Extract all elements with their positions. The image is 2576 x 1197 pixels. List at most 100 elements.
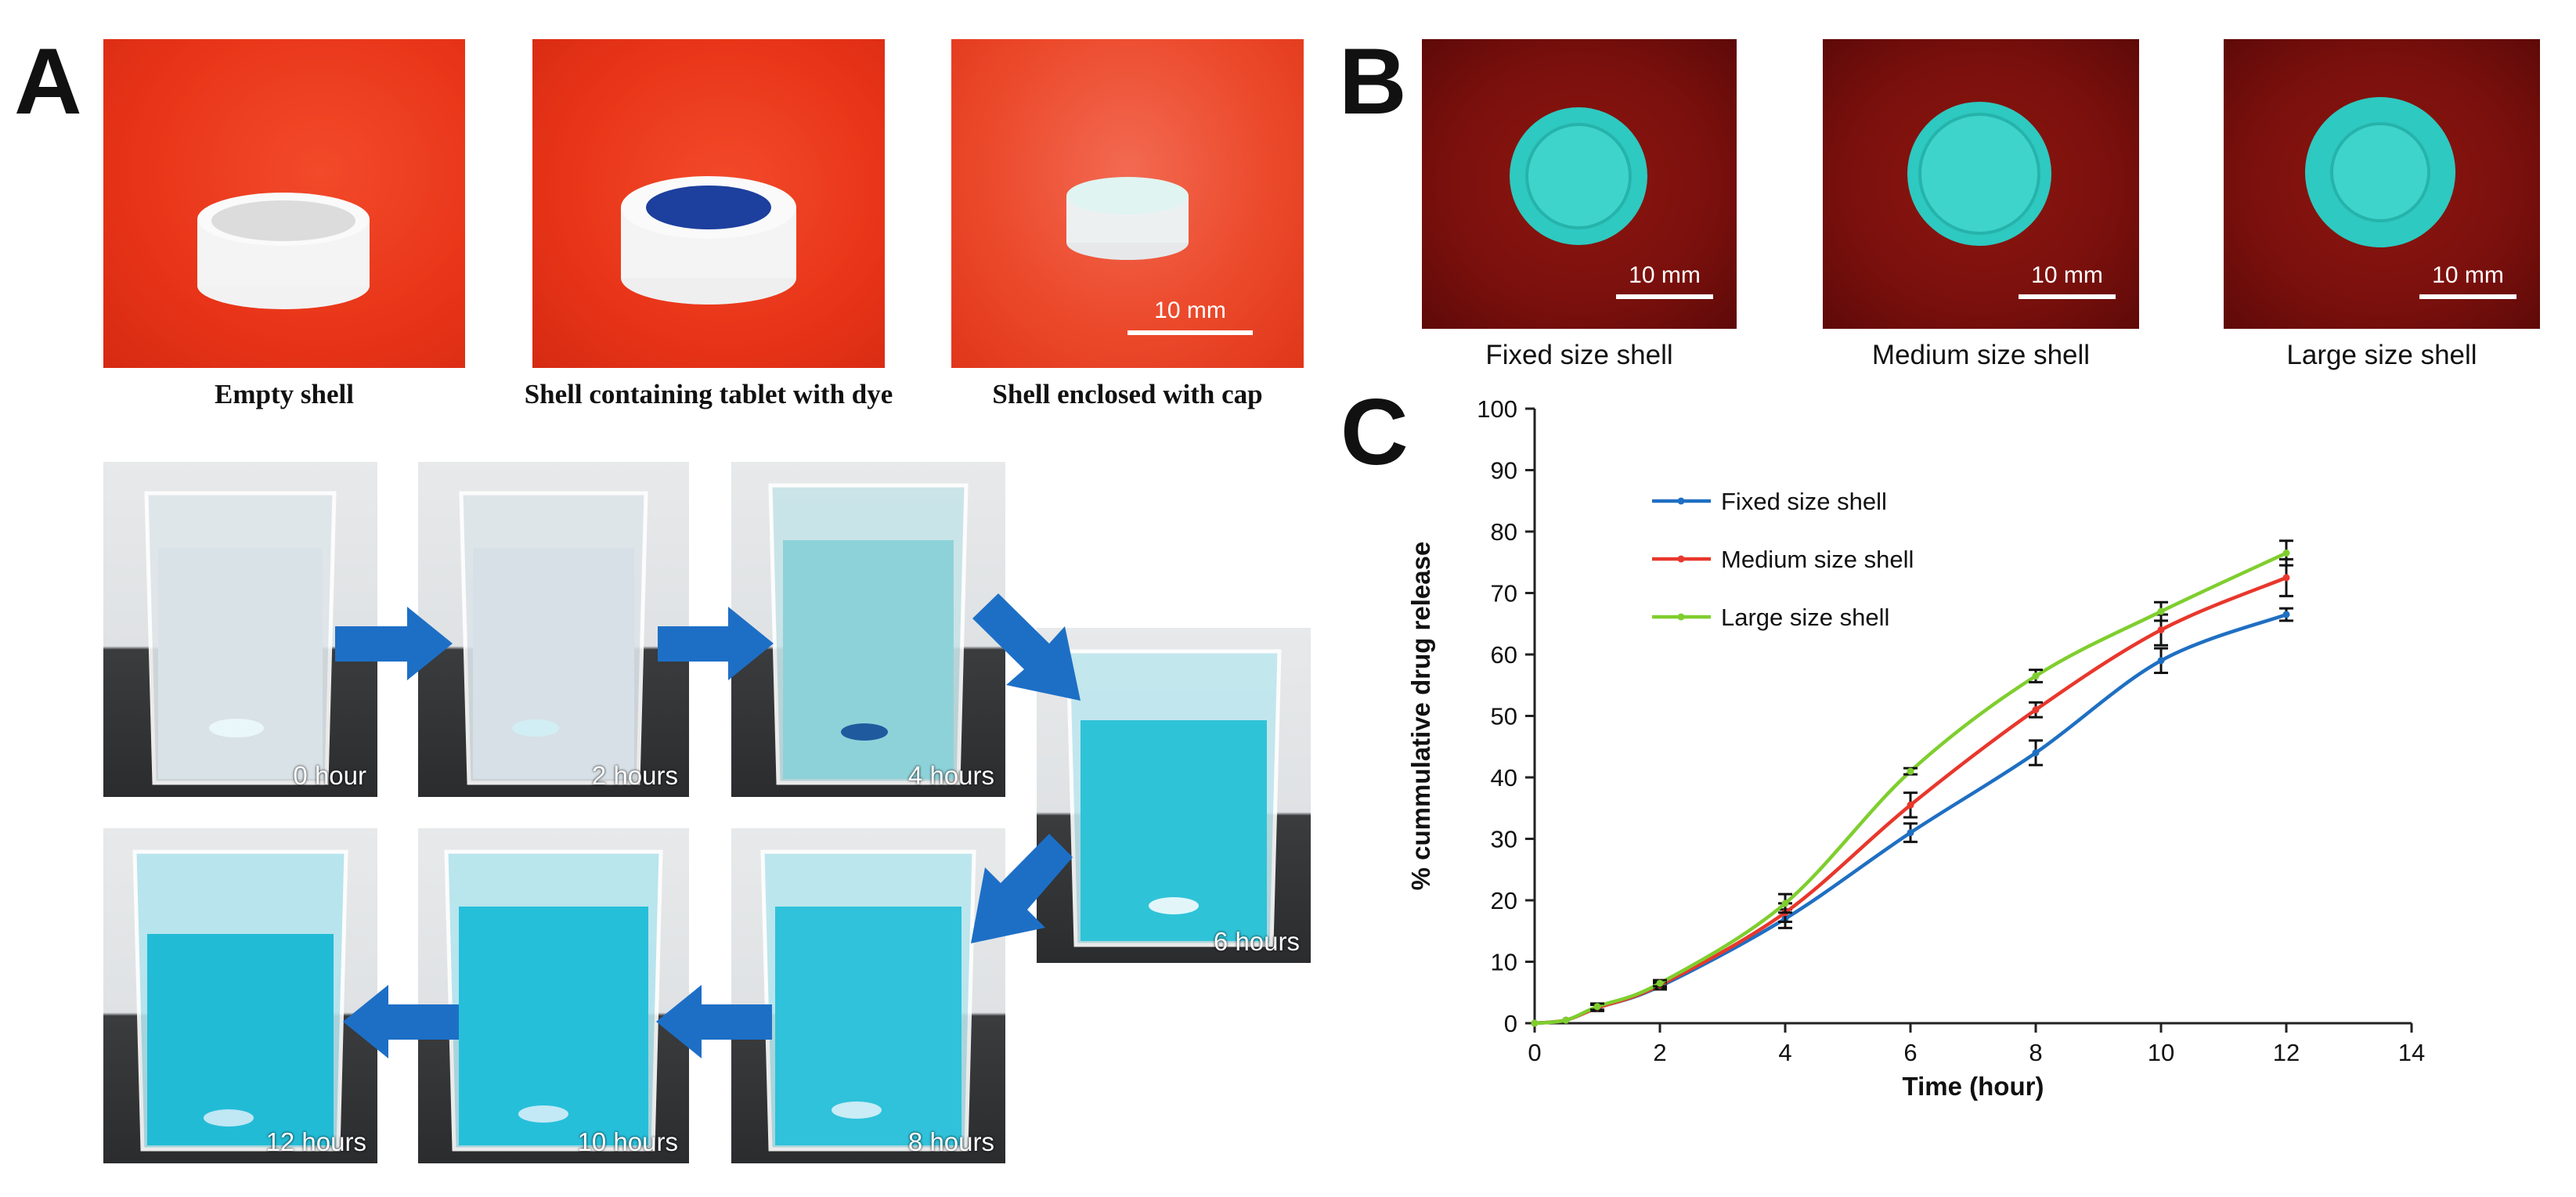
scale-label-capped: 10 mm (1154, 297, 1226, 323)
arrow-down-right-icon (972, 593, 1081, 701)
panel-letter-c: C (1340, 380, 1409, 485)
beaker-icon (459, 491, 648, 785)
y-tick-label: 100 (1477, 395, 1517, 423)
time-label-6: 6 hours (1213, 927, 1300, 956)
data-point (1907, 767, 1914, 775)
beaker-icon (144, 491, 337, 785)
time-label-10: 10 hours (577, 1127, 678, 1156)
beaker-10-hours: 10 hours (418, 828, 689, 1163)
scale-label-medium: 10 mm (2031, 262, 2103, 288)
x-tick-label: 10 (2148, 1039, 2174, 1066)
y-tick-label: 90 (1491, 457, 1517, 485)
beaker-6-hours: 6 hours (1037, 628, 1311, 963)
chart-axes: 0 10 20 30 40 50 60 70 80 90 100 0 2 4 6 8 10 12 14 (1477, 395, 2425, 1066)
legend-marker (1677, 555, 1685, 563)
series-large (1531, 539, 2293, 1027)
beaker-icon (760, 849, 976, 1152)
arrow-right-icon (658, 607, 774, 680)
beaker-icon (1066, 649, 1282, 947)
scale-bar-medium (2019, 294, 2116, 299)
scale-bar-fixed (1616, 294, 1713, 299)
scale-label-large: 10 mm (2432, 262, 2504, 288)
y-tick-label: 40 (1491, 764, 1517, 791)
panel-letter-b: B (1339, 29, 1407, 134)
y-tick-label: 20 (1491, 887, 1517, 914)
data-point (1562, 1016, 1570, 1024)
data-point (2282, 574, 2290, 582)
photo-shell-with-cap: 10 mm (951, 39, 1304, 368)
series-line-fixed (1534, 612, 2287, 1026)
data-point (2032, 749, 2040, 757)
photo-fixed-size-shell: 10 mm (1422, 39, 1737, 329)
x-tick-label: 12 (2273, 1039, 2300, 1066)
data-point (2282, 549, 2290, 557)
photo-large-size-shell: 10 mm (2224, 39, 2540, 329)
scale-bar-capped (1127, 330, 1253, 335)
caption-empty-shell: Empty shell (215, 379, 354, 409)
caption-fixed-size-shell: Fixed size shell (1485, 340, 1673, 370)
series-medium (1531, 557, 2293, 1027)
beaker-icon (444, 849, 663, 1152)
legend-item-medium: Medium size shell (1652, 546, 1914, 573)
beaker-12-hours: 12 hours (103, 828, 377, 1163)
caption-large-size-shell: Large size shell (2286, 340, 2477, 370)
x-tick-label: 2 (1653, 1039, 1666, 1066)
y-axis-label: % cummulative drug release (1406, 542, 1435, 891)
y-tick-label: 50 (1491, 703, 1517, 730)
time-label-4: 4 hours (907, 761, 994, 790)
legend-label: Fixed size shell (1721, 488, 1887, 515)
legend-label: Medium size shell (1721, 546, 1914, 573)
data-point (2032, 706, 2040, 714)
chart-series (1531, 539, 2293, 1027)
caption-medium-size-shell: Medium size shell (1871, 340, 2091, 370)
legend-marker (1677, 613, 1685, 621)
photo-shell-with-tablet (532, 39, 885, 368)
scale-label-fixed: 10 mm (1629, 262, 1701, 288)
arrow-left-icon (656, 985, 772, 1058)
shell-top-view-icon (1907, 102, 2051, 246)
data-point (2282, 611, 2290, 618)
y-tick-label: 70 (1491, 580, 1517, 608)
drug-release-chart: 0 10 20 30 40 50 60 70 80 90 100 0 2 4 6 8 10 12 14 Fixed … (1406, 395, 2425, 1101)
caption-shell-with-tablet: Shell containing tablet with dye (524, 379, 893, 409)
y-tick-label: 10 (1491, 949, 1517, 976)
time-label-0: 0 hour (293, 761, 366, 790)
legend-marker (1677, 497, 1685, 505)
x-tick-label: 0 (1528, 1039, 1541, 1066)
y-tick-label: 0 (1504, 1010, 1517, 1037)
shell-with-dye-icon (621, 176, 796, 305)
beaker-icon (132, 849, 348, 1152)
panel-letter-a: A (14, 29, 82, 134)
capped-shell-icon (1066, 177, 1189, 260)
photo-empty-shell (103, 39, 465, 368)
y-tick-label: 60 (1491, 641, 1517, 669)
chart-legend: Fixed size shell Medium size shell Large s… (1652, 488, 1914, 631)
beaker-4-hours: 4 hours (731, 462, 1005, 797)
legend-label: Large size shell (1721, 604, 1889, 631)
data-point (1531, 1019, 1539, 1027)
arrow-left-icon (343, 985, 459, 1058)
x-tick-label: 14 (2398, 1039, 2425, 1066)
data-point (1593, 1003, 1601, 1011)
beaker-2-hours: 2 hours (418, 462, 689, 797)
data-point (1656, 979, 1664, 987)
y-tick-label: 80 (1491, 518, 1517, 546)
photo-medium-size-shell: 10 mm (1823, 39, 2139, 329)
scale-bar-large (2419, 294, 2516, 299)
beaker-0-hour: 0 hour (103, 462, 377, 797)
data-point (1907, 801, 1914, 809)
time-label-8: 8 hours (907, 1127, 994, 1156)
beaker-8-hours: 8 hours (731, 828, 1005, 1163)
y-tick-label: 30 (1491, 826, 1517, 853)
arrow-down-left-icon (971, 834, 1073, 943)
data-point (2157, 608, 2165, 615)
time-label-12: 12 hours (265, 1127, 366, 1156)
arrow-right-icon (335, 607, 453, 680)
x-tick-label: 4 (1778, 1039, 1791, 1066)
empty-shell-icon (197, 193, 370, 309)
data-point (2032, 672, 2040, 680)
data-point (2157, 657, 2165, 665)
time-label-2: 2 hours (591, 761, 678, 790)
caption-shell-with-cap: Shell enclosed with cap (992, 379, 1263, 409)
